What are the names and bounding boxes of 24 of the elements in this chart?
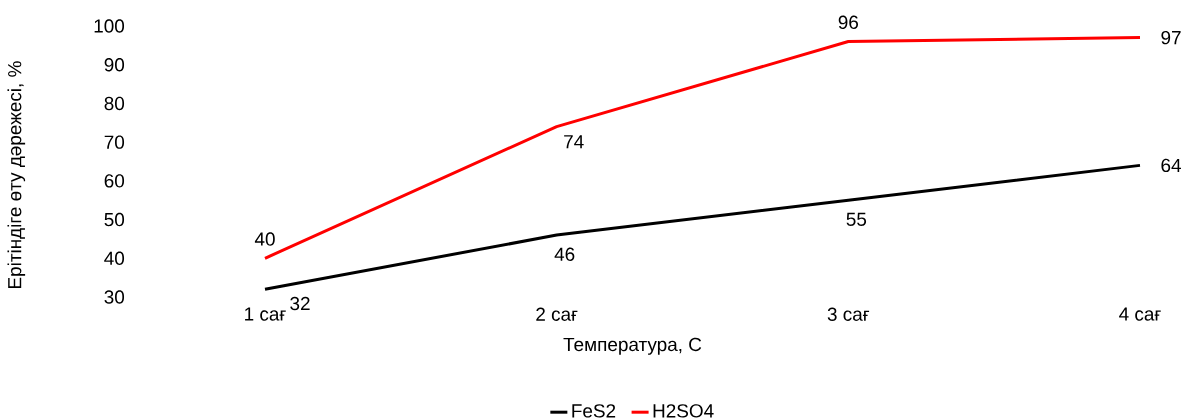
y-tick-label: 80 [104,96,125,111]
y-tick-label: 90 [104,58,125,72]
data-label: 55 [846,212,867,226]
data-label: 96 [838,15,859,29]
x-axis-title: Температура, С [563,337,702,355]
y-tick-label: 60 [104,174,125,188]
data-label: 74 [564,135,584,149]
y-tick-label: 50 [104,212,125,227]
data-label: 40 [254,232,275,246]
y-tick-label: 70 [104,135,125,149]
y-tick-label: 30 [104,290,125,304]
x-tick-label: 3 сағ [827,307,870,321]
y-tick-label: 100 [94,19,125,33]
x-tick-label: 2 сағ [536,307,578,321]
data-label: 64 [1161,158,1181,173]
data-label: 97 [1161,30,1181,45]
legend-label: H2SO4 [653,404,714,418]
data-label: 46 [554,247,575,261]
x-tick-label: 4 сағ [1119,307,1161,321]
x-tick-label: 1 сағ [245,307,286,321]
legend-label: FeS2 [572,404,616,418]
data-label: 32 [290,296,310,311]
y-tick-label: 40 [104,251,125,265]
y-axis-title: Ерітіндіге өту дәрежесі, % [7,61,26,288]
